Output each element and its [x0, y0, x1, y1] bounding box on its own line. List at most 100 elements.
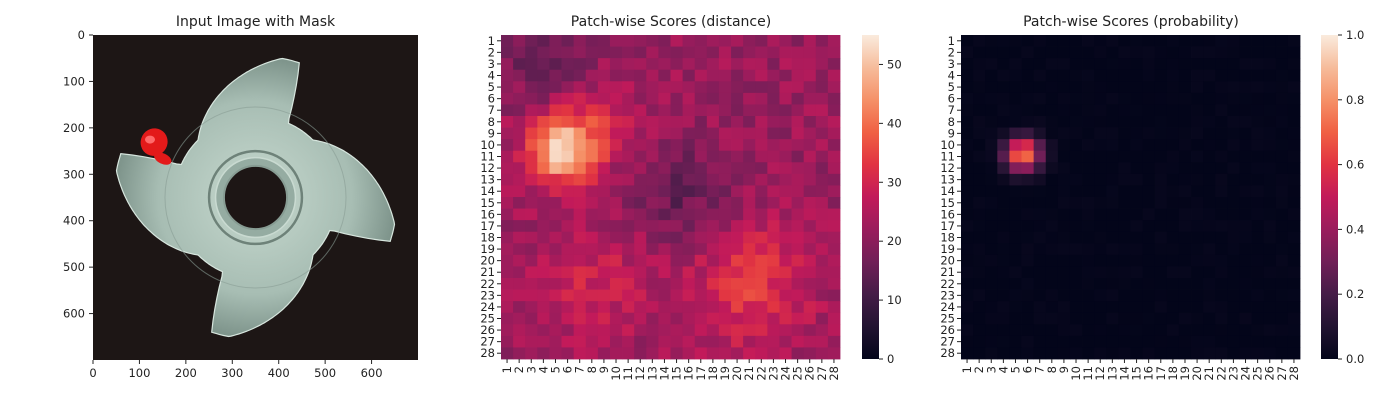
heatmap-cell: [718, 116, 732, 128]
heatmap-cell: [973, 139, 986, 152]
heatmap-cell: [1191, 289, 1204, 302]
heatmap-cell: [731, 150, 744, 163]
heatmap-cell: [1227, 46, 1240, 59]
heatmap-cell: [1178, 335, 1192, 348]
row-tick-label: 9: [948, 126, 955, 140]
heatmap-cell: [634, 69, 647, 82]
heatmap-cell: [791, 312, 805, 325]
heatmap-cell: [743, 150, 756, 163]
heatmap-cell: [961, 289, 974, 302]
heatmap-cell: [718, 289, 732, 302]
heatmap-cell: [1154, 220, 1168, 233]
heatmap-cell: [1154, 289, 1168, 302]
heatmap-cell: [1239, 35, 1252, 47]
heatmap-cell: [779, 243, 792, 256]
heatmap-cell: [1287, 347, 1301, 360]
heatmap-cell: [1142, 35, 1156, 47]
heatmap-cell: [513, 208, 526, 221]
heatmap-cell: [755, 116, 768, 128]
col-tick-label: 28: [1287, 366, 1301, 381]
heatmap-cell: [622, 35, 635, 47]
heatmap-cell: [1275, 266, 1289, 279]
heatmap-cell: [561, 301, 575, 314]
heatmap-cell: [1009, 312, 1022, 325]
heatmap-cell: [1227, 162, 1240, 175]
heatmap-cell: [561, 197, 575, 209]
heatmap-cell: [694, 127, 708, 140]
heatmap-cell: [1215, 58, 1228, 71]
heatmap-cell: [525, 46, 538, 59]
heatmap-cell: [1203, 185, 1216, 198]
heatmap-cell: [767, 127, 780, 140]
heatmap-cell: [779, 173, 792, 186]
heatmap-cell: [985, 347, 998, 360]
heatmap-cell: [513, 185, 526, 198]
panel-3-title: Patch-wise Scores (probability): [1023, 14, 1239, 30]
heatmap-cell: [1191, 312, 1204, 325]
heatmap-cell: [827, 150, 841, 163]
col-tick-label: 27: [1275, 366, 1289, 381]
heatmap-cell: [815, 46, 829, 59]
col-tick-label: 6: [1021, 366, 1035, 373]
heatmap-cell: [646, 231, 659, 244]
heatmap-cell: [609, 92, 623, 105]
heatmap-cell: [1142, 220, 1156, 233]
heatmap-cell: [1287, 81, 1301, 94]
heatmap-cell: [985, 289, 998, 302]
heatmap-cell: [501, 58, 514, 71]
heatmap-cell: [1227, 301, 1240, 314]
heatmap-cell: [670, 220, 684, 233]
heatmap-cell: [779, 301, 792, 314]
heatmap-cell: [561, 324, 575, 337]
heatmap-cell: [779, 266, 792, 279]
heatmap-cell: [1239, 208, 1252, 221]
heatmap-cell: [985, 208, 998, 221]
heatmap-cell: [1263, 185, 1277, 198]
y-tick-label: 600: [63, 307, 85, 321]
heatmap-cell: [973, 254, 986, 267]
heatmap-cell: [1082, 173, 1095, 186]
heatmap-cell: [1130, 81, 1144, 94]
heatmap-cell: [1251, 139, 1265, 152]
heatmap-cell: [706, 289, 720, 302]
heatmap-cell: [609, 127, 623, 140]
heatmap-cell: [1178, 347, 1192, 360]
heatmap-cell: [597, 162, 611, 175]
heatmap-cell: [573, 197, 587, 209]
heatmap-cell: [670, 324, 684, 337]
heatmap-cell: [525, 150, 538, 163]
heatmap-cell: [1203, 335, 1216, 348]
heatmap-cell: [549, 278, 562, 290]
heatmap-cell: [501, 220, 514, 233]
heatmap-cell: [731, 220, 744, 233]
heatmap-cell: [767, 312, 780, 325]
heatmap-cell: [961, 220, 974, 233]
heatmap-cell: [658, 127, 671, 140]
heatmap-cell: [1142, 335, 1156, 348]
outer-ring: [164, 106, 347, 289]
heatmap-cell: [1094, 127, 1107, 140]
col-tick-label: 25: [791, 366, 805, 381]
heatmap-cell: [1227, 324, 1240, 337]
heatmap-cell: [1191, 104, 1204, 117]
col-tick-label: 28: [827, 366, 841, 381]
heatmap-cell: [549, 324, 562, 337]
heatmap-cell: [706, 173, 720, 186]
heatmap-cell: [1178, 92, 1192, 105]
heatmap-cell: [658, 197, 671, 209]
heatmap-cell: [682, 301, 696, 314]
heatmap-cell: [1215, 104, 1228, 117]
heatmap-cell: [513, 127, 526, 140]
heatmap-cell: [682, 347, 696, 360]
heatmap-cell: [1082, 92, 1095, 105]
heatmap-cell: [1057, 104, 1071, 117]
heatmap-cell: [1215, 208, 1228, 221]
heatmap-cell: [755, 58, 768, 71]
heatmap-cell: [803, 220, 817, 233]
heatmap-cell: [646, 335, 659, 348]
heatmap-cell: [646, 278, 659, 290]
heatmap-cell: [1069, 162, 1083, 175]
heatmap-cell: [767, 139, 780, 152]
heatmap-cell: [513, 92, 526, 105]
heatmap-cell: [1130, 162, 1144, 175]
